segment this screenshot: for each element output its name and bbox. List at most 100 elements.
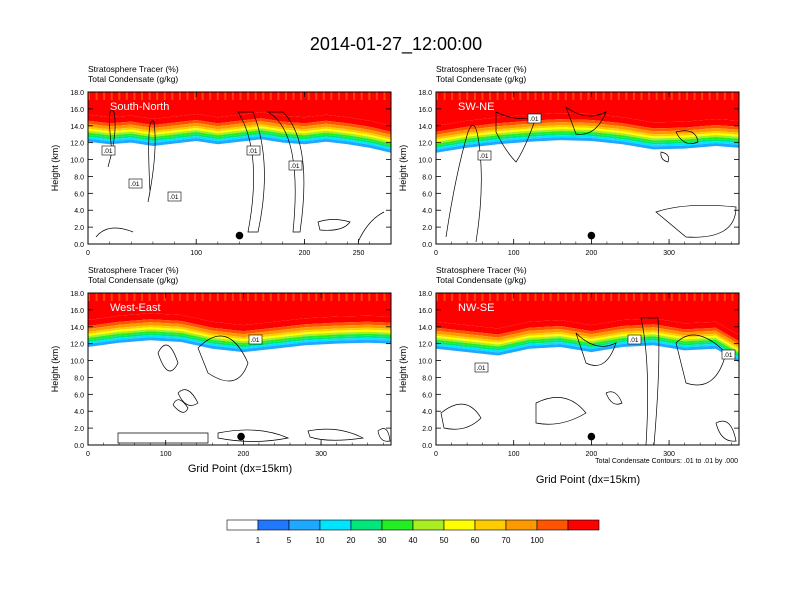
tracer-stripe [262,293,265,301]
tracer-band-3 [436,135,739,150]
stratosphere-tracer-core [88,92,391,126]
tracer-band-2 [436,137,739,153]
tracer-band-11 [436,318,739,342]
tracer-stripe [194,293,197,301]
tracer-stripe [133,293,136,301]
y-tick-label: 18.0 [70,90,84,97]
tracer-stripe [632,92,635,100]
tracer-stripe [156,293,159,301]
tracer-stripe [587,92,590,100]
tracer-stripe [209,293,212,301]
tracer-stripe [723,293,726,301]
colorbar-swatch [319,519,352,531]
contour-label-box [167,191,182,202]
x-tick-label: 200 [586,250,598,257]
y-tick-label: 14.0 [70,124,84,131]
y-tick-label: 10.0 [418,158,432,165]
y-tick-label: 6.0 [74,392,84,399]
field-label-tracer: Stratosphere Tracer (%) [88,64,179,74]
tracer-stripe [88,92,90,100]
x-axis-label-right: Grid Point (dx=15km) [536,474,640,486]
field-label-tracer: Stratosphere Tracer (%) [436,64,527,74]
tracer-stripe [466,293,469,301]
condensate-contour [377,428,391,442]
tracer-stripe [360,293,363,301]
tracer-band-2 [88,337,391,353]
tracer-stripe [617,293,620,301]
tracer-stripe [277,92,280,100]
tracer-stripe [201,92,204,100]
x-tick-label: 0 [86,250,90,257]
condensate-contour [237,111,265,233]
condensate-contour [440,403,482,430]
y-tick-label: 4.0 [74,208,84,215]
y-tick-label: 6.0 [422,191,432,198]
tracer-stripe [216,92,219,100]
tracer-stripe [110,293,113,301]
tracer-stripe [224,293,227,301]
tracer-stripe [239,293,242,301]
y-tick-label: 16.0 [70,107,84,114]
tracer-stripe [579,293,582,301]
tracer-stripe [307,92,310,100]
condensate-contour [605,391,623,405]
tracer-stripe [231,293,234,301]
contour-label: .01 [130,181,139,188]
tracer-stripe [171,293,174,301]
condensate-contour [172,399,189,413]
tracer-stripe [678,293,681,301]
y-tick-label: 18.0 [418,90,432,97]
x-tick-label: 200 [238,451,250,458]
contour-label: .01 [248,148,257,155]
tracer-stripe [655,293,658,301]
colorbar-swatch [567,519,600,531]
y-tick-label: 2.0 [74,426,84,433]
colorbar-swatch [257,519,290,531]
field-label-condensate: Total Condensate (g/kg) [436,275,526,285]
tracer-stripe [526,293,529,301]
tracer-stripe [345,293,348,301]
tracer-stripe [549,293,552,301]
y-tick-label: 2.0 [422,225,432,232]
tracer-stripe [648,293,651,301]
y-tick-label: 4.0 [74,409,84,416]
y-axis-label: Height (km) [398,145,408,192]
location-marker [587,231,596,240]
tracer-stripe [731,293,734,301]
tracer-stripe [685,293,688,301]
tracer-stripe [473,92,476,100]
tracer-stripe [436,92,438,100]
tracer-stripe [300,92,303,100]
tracer-stripe [685,92,688,100]
y-tick-label: 16.0 [70,308,84,315]
tracer-stripe [330,92,333,100]
panel-nw-se: .01 .01 .01 NW-SE Stratosphere Tracer (%)Tot… [398,265,740,458]
tracer-stripe [678,92,681,100]
contour-label: .01 [103,148,112,155]
tracer-stripe [383,92,386,100]
y-tick-label: 12.0 [418,342,432,349]
field-label-tracer: Stratosphere Tracer (%) [436,265,527,275]
tracer-stripe [125,92,128,100]
tracer-stripe [178,92,181,100]
stratosphere-tracer-core [88,293,391,326]
tracer-band-11 [88,112,391,132]
colorbar-swatch [536,519,569,531]
contour-label: .01 [529,116,538,123]
tracer-band-5 [436,131,739,146]
x-tick-label: 250 [353,250,365,257]
x-axis-label-left: Grid Point (dx=15km) [188,463,292,475]
tracer-stripe [148,293,151,301]
location-marker [587,432,596,441]
tracer-band-4 [88,132,391,148]
tracer-stripe [610,293,613,301]
location-marker [237,432,245,441]
y-tick-label: 16.0 [418,107,432,114]
condensate-contour [266,111,305,233]
tracer-stripe [655,92,658,100]
tracer-band-5 [88,130,391,146]
tracer-stripe [451,293,454,301]
panel-south-north: .01 .01 .01 .01 .01 South-North Stratosphere T… [50,64,392,257]
tracer-stripe [133,92,136,100]
tracer-band-6 [88,128,391,144]
